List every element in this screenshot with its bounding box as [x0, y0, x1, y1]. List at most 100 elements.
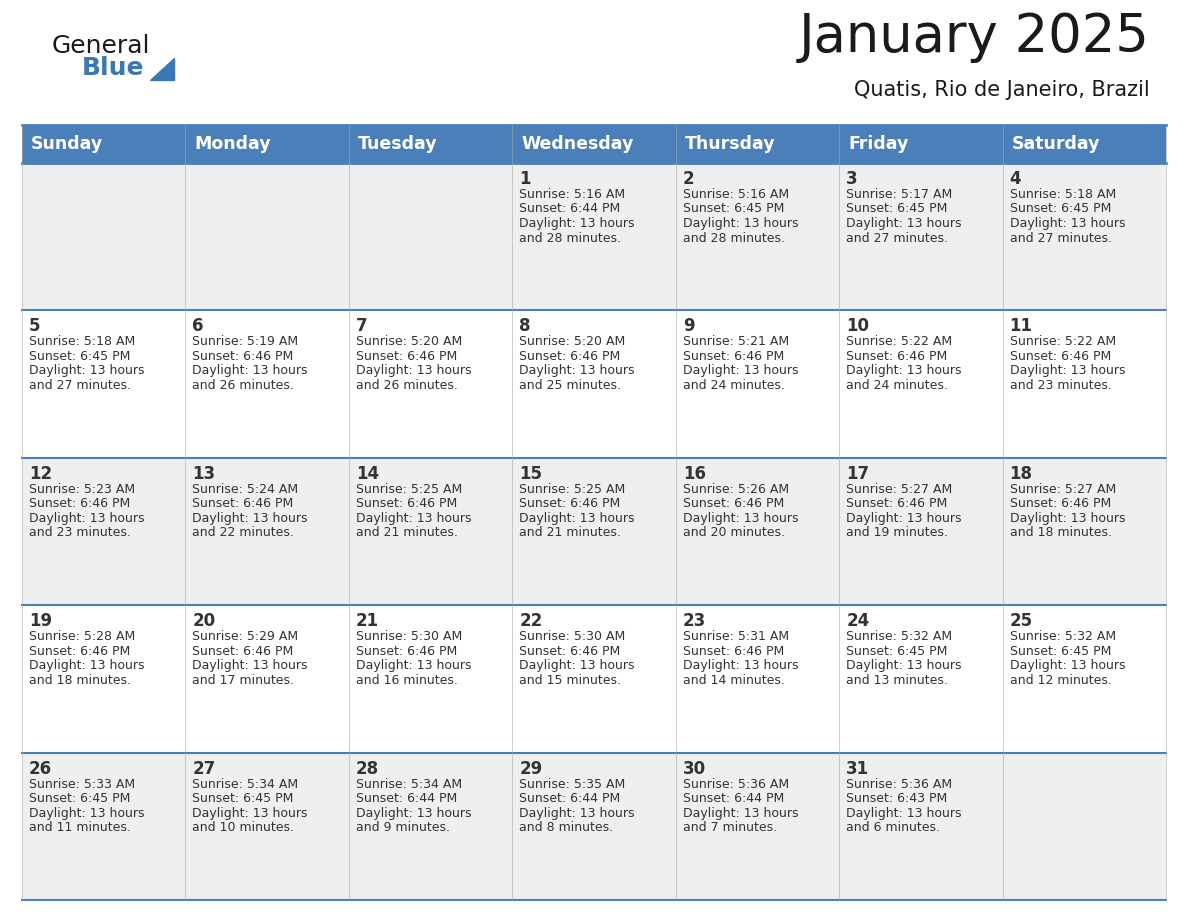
- Text: Sunset: 6:46 PM: Sunset: 6:46 PM: [683, 644, 784, 657]
- Text: Daylight: 13 hours: Daylight: 13 hours: [683, 364, 798, 377]
- Text: Sunrise: 5:22 AM: Sunrise: 5:22 AM: [1010, 335, 1116, 349]
- Text: 5: 5: [29, 318, 40, 335]
- Text: and 10 minutes.: and 10 minutes.: [192, 821, 295, 834]
- Bar: [23, 163, 1165, 310]
- Text: and 19 minutes.: and 19 minutes.: [846, 526, 948, 539]
- Text: and 14 minutes.: and 14 minutes.: [683, 674, 784, 687]
- Text: Quatis, Rio de Janeiro, Brazil: Quatis, Rio de Janeiro, Brazil: [854, 80, 1150, 100]
- Text: Sunrise: 5:20 AM: Sunrise: 5:20 AM: [356, 335, 462, 349]
- Text: 25: 25: [1010, 612, 1032, 630]
- Text: Sunrise: 5:33 AM: Sunrise: 5:33 AM: [29, 778, 135, 790]
- Text: and 8 minutes.: and 8 minutes.: [519, 821, 613, 834]
- Text: Daylight: 13 hours: Daylight: 13 hours: [846, 217, 961, 230]
- Text: Daylight: 13 hours: Daylight: 13 hours: [519, 364, 634, 377]
- Text: January 2025: January 2025: [800, 11, 1150, 63]
- Text: 17: 17: [846, 465, 870, 483]
- Text: Sunrise: 5:31 AM: Sunrise: 5:31 AM: [683, 630, 789, 644]
- Text: Sunset: 6:44 PM: Sunset: 6:44 PM: [519, 792, 620, 805]
- Text: 9: 9: [683, 318, 694, 335]
- Text: Daylight: 13 hours: Daylight: 13 hours: [519, 807, 634, 820]
- Text: 28: 28: [356, 759, 379, 778]
- Text: Sunset: 6:46 PM: Sunset: 6:46 PM: [356, 350, 457, 363]
- Text: Daylight: 13 hours: Daylight: 13 hours: [683, 512, 798, 525]
- Text: and 26 minutes.: and 26 minutes.: [192, 379, 295, 392]
- Text: Sunrise: 5:29 AM: Sunrise: 5:29 AM: [192, 630, 298, 644]
- Text: Sunset: 6:46 PM: Sunset: 6:46 PM: [192, 498, 293, 510]
- Text: Sunset: 6:46 PM: Sunset: 6:46 PM: [846, 498, 947, 510]
- Text: Wednesday: Wednesday: [522, 135, 633, 153]
- Text: and 24 minutes.: and 24 minutes.: [683, 379, 784, 392]
- Text: Sunrise: 5:21 AM: Sunrise: 5:21 AM: [683, 335, 789, 349]
- Text: and 17 minutes.: and 17 minutes.: [192, 674, 295, 687]
- Text: Sunset: 6:46 PM: Sunset: 6:46 PM: [1010, 350, 1111, 363]
- Text: Sunrise: 5:22 AM: Sunrise: 5:22 AM: [846, 335, 953, 349]
- Text: Daylight: 13 hours: Daylight: 13 hours: [356, 364, 472, 377]
- Text: Sunset: 6:46 PM: Sunset: 6:46 PM: [683, 350, 784, 363]
- Text: and 26 minutes.: and 26 minutes.: [356, 379, 457, 392]
- Text: Daylight: 13 hours: Daylight: 13 hours: [846, 659, 961, 672]
- Text: and 18 minutes.: and 18 minutes.: [29, 674, 131, 687]
- Text: and 23 minutes.: and 23 minutes.: [1010, 379, 1112, 392]
- Text: Daylight: 13 hours: Daylight: 13 hours: [846, 512, 961, 525]
- Text: Daylight: 13 hours: Daylight: 13 hours: [29, 659, 145, 672]
- Text: and 12 minutes.: and 12 minutes.: [1010, 674, 1112, 687]
- Text: Sunset: 6:46 PM: Sunset: 6:46 PM: [519, 644, 620, 657]
- Text: Sunrise: 5:32 AM: Sunrise: 5:32 AM: [846, 630, 953, 644]
- Text: 26: 26: [29, 759, 52, 778]
- Text: Sunrise: 5:25 AM: Sunrise: 5:25 AM: [519, 483, 626, 496]
- Polygon shape: [150, 58, 173, 80]
- Text: Daylight: 13 hours: Daylight: 13 hours: [1010, 217, 1125, 230]
- Text: and 13 minutes.: and 13 minutes.: [846, 674, 948, 687]
- Text: 2: 2: [683, 170, 694, 188]
- Text: 12: 12: [29, 465, 52, 483]
- Text: Daylight: 13 hours: Daylight: 13 hours: [1010, 659, 1125, 672]
- Text: Sunrise: 5:30 AM: Sunrise: 5:30 AM: [356, 630, 462, 644]
- Text: Sunrise: 5:16 AM: Sunrise: 5:16 AM: [519, 188, 625, 201]
- Text: Sunset: 6:46 PM: Sunset: 6:46 PM: [356, 644, 457, 657]
- Text: Sunrise: 5:17 AM: Sunrise: 5:17 AM: [846, 188, 953, 201]
- Text: 6: 6: [192, 318, 204, 335]
- Text: 22: 22: [519, 612, 543, 630]
- Text: Blue: Blue: [82, 56, 145, 80]
- Text: Sunrise: 5:30 AM: Sunrise: 5:30 AM: [519, 630, 626, 644]
- Text: Sunrise: 5:27 AM: Sunrise: 5:27 AM: [1010, 483, 1116, 496]
- Text: Daylight: 13 hours: Daylight: 13 hours: [192, 512, 308, 525]
- Text: 15: 15: [519, 465, 542, 483]
- Text: Daylight: 13 hours: Daylight: 13 hours: [192, 807, 308, 820]
- Text: 30: 30: [683, 759, 706, 778]
- Text: and 23 minutes.: and 23 minutes.: [29, 526, 131, 539]
- Text: Sunset: 6:45 PM: Sunset: 6:45 PM: [846, 203, 948, 216]
- Text: and 28 minutes.: and 28 minutes.: [519, 231, 621, 244]
- Text: 31: 31: [846, 759, 870, 778]
- Text: Sunrise: 5:19 AM: Sunrise: 5:19 AM: [192, 335, 298, 349]
- Text: Sunrise: 5:20 AM: Sunrise: 5:20 AM: [519, 335, 626, 349]
- Text: 10: 10: [846, 318, 870, 335]
- Text: 24: 24: [846, 612, 870, 630]
- Text: General: General: [52, 34, 151, 58]
- Text: Sunset: 6:46 PM: Sunset: 6:46 PM: [29, 644, 131, 657]
- Text: Sunset: 6:46 PM: Sunset: 6:46 PM: [192, 350, 293, 363]
- Text: Sunrise: 5:27 AM: Sunrise: 5:27 AM: [846, 483, 953, 496]
- Text: Sunset: 6:46 PM: Sunset: 6:46 PM: [846, 350, 947, 363]
- Text: 1: 1: [519, 170, 531, 188]
- Bar: [23, 753, 1165, 900]
- Text: Daylight: 13 hours: Daylight: 13 hours: [519, 217, 634, 230]
- Text: Daylight: 13 hours: Daylight: 13 hours: [29, 807, 145, 820]
- Text: and 25 minutes.: and 25 minutes.: [519, 379, 621, 392]
- Text: and 20 minutes.: and 20 minutes.: [683, 526, 785, 539]
- Text: and 15 minutes.: and 15 minutes.: [519, 674, 621, 687]
- Text: Sunset: 6:45 PM: Sunset: 6:45 PM: [29, 792, 131, 805]
- Text: 29: 29: [519, 759, 543, 778]
- Text: Sunrise: 5:26 AM: Sunrise: 5:26 AM: [683, 483, 789, 496]
- Text: Sunset: 6:45 PM: Sunset: 6:45 PM: [846, 644, 948, 657]
- Text: Monday: Monday: [195, 135, 271, 153]
- Text: Daylight: 13 hours: Daylight: 13 hours: [29, 364, 145, 377]
- Text: and 9 minutes.: and 9 minutes.: [356, 821, 450, 834]
- Text: Sunset: 6:46 PM: Sunset: 6:46 PM: [192, 644, 293, 657]
- Text: Daylight: 13 hours: Daylight: 13 hours: [356, 512, 472, 525]
- Text: Daylight: 13 hours: Daylight: 13 hours: [192, 659, 308, 672]
- Text: 13: 13: [192, 465, 215, 483]
- Text: Friday: Friday: [848, 135, 909, 153]
- Text: 4: 4: [1010, 170, 1022, 188]
- Text: Sunset: 6:46 PM: Sunset: 6:46 PM: [519, 350, 620, 363]
